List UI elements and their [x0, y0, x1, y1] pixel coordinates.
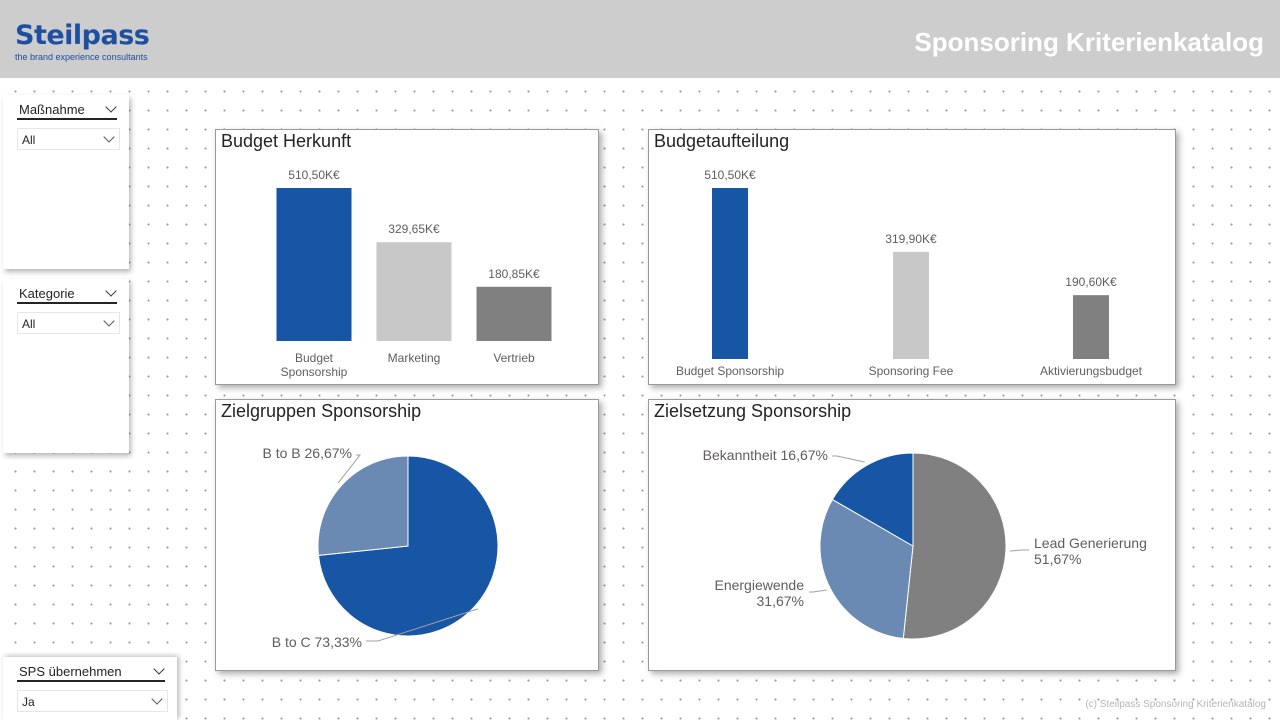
category-label: Budget Sponsorship	[676, 364, 784, 378]
chart-title: Budget Herkunft	[221, 131, 352, 151]
chart-budgetaufteilung[interactable]: Budgetaufteilung 510,50K€ Budget Sponsors…	[648, 129, 1176, 385]
leader-line	[809, 589, 827, 593]
data-label: 329,65K€	[388, 222, 440, 236]
bar	[1073, 295, 1109, 359]
category-label: Sponsorship	[281, 365, 348, 379]
data-label: Lead Generierung	[1034, 535, 1147, 551]
slicer-massnahme-title: Maßnahme	[19, 102, 85, 117]
logo-tagline: the brand experience consultants	[15, 52, 148, 62]
category-label: Sponsoring Fee	[869, 364, 954, 378]
chevron-down-icon	[103, 315, 115, 327]
slicer-sps: SPS übernehmen Ja	[3, 657, 177, 720]
data-label: Bekanntheit 16,67%	[703, 447, 828, 463]
chevron-down-icon[interactable]	[153, 663, 165, 675]
slicer-massnahme-header[interactable]: Maßnahme	[17, 101, 117, 120]
data-label: 31,67%	[757, 593, 804, 609]
slicer-kategorie: Kategorie All	[3, 279, 129, 453]
chevron-down-icon	[103, 131, 115, 143]
leader-line	[337, 454, 362, 484]
slicer-sps-dropdown[interactable]: Ja	[17, 690, 168, 712]
slicer-kategorie-value: All	[22, 317, 36, 331]
copyright-note: (c) Steilpass Sponsoring Kriterienkatalo…	[1085, 699, 1266, 710]
pie-slice	[902, 452, 1007, 640]
slicer-kategorie-dropdown[interactable]: All	[17, 312, 120, 334]
chart-title: Zielgruppen Sponsorship	[221, 401, 422, 421]
slicer-sps-value: Ja	[22, 695, 35, 709]
bar-chart-budgetaufteilung: 510,50K€ Budget Sponsorship 319,90K€ Sponso…	[676, 168, 1143, 378]
pie-slice	[819, 498, 914, 640]
chart-zielsetzung[interactable]: Zielsetzung Sponsorship Lead Generierung…	[648, 399, 1176, 671]
data-label: 180,85K€	[488, 267, 540, 281]
data-label: 510,50K€	[704, 168, 756, 182]
chart-zielgruppen[interactable]: Zielgruppen Sponsorship B to C 73,33% B t…	[215, 399, 599, 671]
data-label: Energiewende	[714, 577, 804, 593]
slicer-massnahme-value: All	[22, 133, 36, 147]
slicer-massnahme-dropdown[interactable]: All	[17, 128, 120, 150]
bar	[893, 251, 929, 359]
category-label: Aktivierungsbudget	[1040, 364, 1143, 378]
steilpass-logo: Steilpass the brand experience consultan…	[15, 20, 150, 63]
bar	[476, 286, 552, 341]
slicer-massnahme: Maßnahme All	[3, 95, 129, 269]
data-label: 51,67%	[1034, 551, 1081, 567]
chevron-down-icon[interactable]	[105, 101, 117, 113]
slicer-sps-header[interactable]: SPS übernehmen	[17, 663, 165, 682]
bar	[712, 188, 748, 359]
slicer-kategorie-title: Kategorie	[19, 286, 75, 301]
report-header: Steilpass the brand experience consultan…	[0, 0, 1280, 78]
pie-slice	[831, 452, 914, 547]
pie-slice	[317, 455, 409, 556]
chart-budget-herkunft[interactable]: Budget Herkunft 510,50K€ Budget Sponsorshi…	[215, 129, 599, 385]
leader-line	[832, 455, 865, 463]
slicer-kategorie-header[interactable]: Kategorie	[17, 285, 117, 304]
chart-title: Budgetaufteilung	[654, 131, 790, 151]
chart-title: Zielsetzung Sponsorship	[654, 401, 852, 421]
page-title: Sponsoring Kriterienkatalog	[914, 27, 1264, 57]
leader-line	[1009, 549, 1029, 552]
pie-chart-zielgruppen: B to C 73,33% B to B 26,67%	[262, 445, 499, 650]
data-label: B to B 26,67%	[262, 445, 352, 461]
data-label: 190,60K€	[1065, 275, 1117, 289]
category-label: Marketing	[388, 351, 441, 365]
chevron-down-icon[interactable]	[105, 285, 117, 297]
data-label: B to C 73,33%	[272, 634, 362, 650]
data-label: 510,50K€	[288, 168, 340, 182]
leader-line	[366, 608, 479, 642]
data-label: 319,90K€	[885, 232, 937, 246]
bar	[376, 242, 452, 341]
category-label: Vertrieb	[493, 351, 535, 365]
bar	[276, 188, 352, 341]
chevron-down-icon	[151, 693, 163, 705]
logo-wordmark: Steilpass	[15, 20, 150, 51]
slicer-sps-title: SPS übernehmen	[19, 664, 122, 679]
category-label: Budget	[295, 351, 334, 365]
